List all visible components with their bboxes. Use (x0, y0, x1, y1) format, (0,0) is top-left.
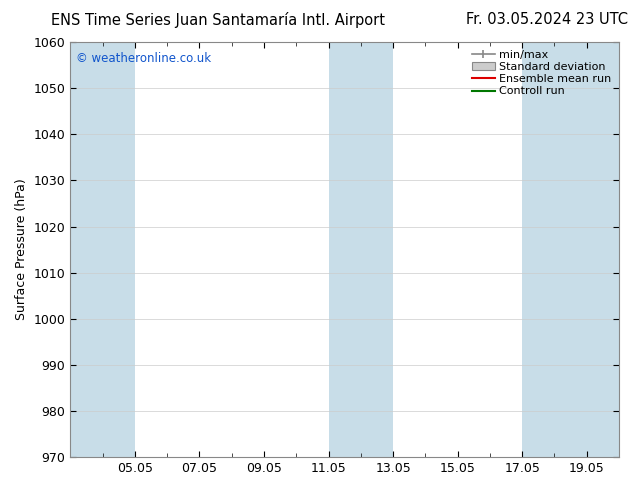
Bar (70, 42, 103, 457)
Text: Fr. 03.05.2024 23 UTC: Fr. 03.05.2024 23 UTC (465, 12, 628, 27)
Bar (522, 42, 555, 457)
Legend: min/max, Standard deviation, Ensemble mean run, Controll run: min/max, Standard deviation, Ensemble me… (468, 46, 616, 101)
Text: ENS Time Series Juan Santamaría Intl. Airport: ENS Time Series Juan Santamaría Intl. Ai… (51, 12, 385, 28)
Y-axis label: Surface Pressure (hPa): Surface Pressure (hPa) (15, 179, 28, 320)
Text: © weatheronline.co.uk: © weatheronline.co.uk (76, 52, 211, 66)
Bar (555, 42, 619, 457)
Bar (103, 42, 135, 457)
Bar (328, 42, 393, 457)
